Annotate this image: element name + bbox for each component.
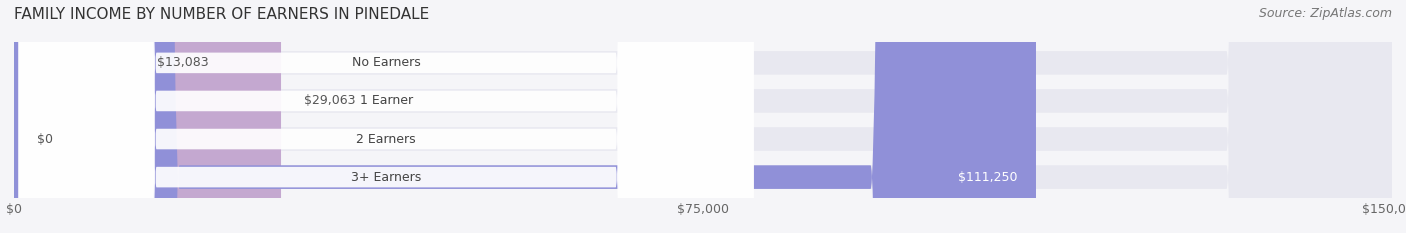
FancyBboxPatch shape — [14, 0, 1392, 233]
FancyBboxPatch shape — [14, 0, 281, 233]
Text: $111,250: $111,250 — [957, 171, 1018, 184]
FancyBboxPatch shape — [18, 0, 754, 233]
Text: 2 Earners: 2 Earners — [356, 133, 416, 146]
Text: FAMILY INCOME BY NUMBER OF EARNERS IN PINEDALE: FAMILY INCOME BY NUMBER OF EARNERS IN PI… — [14, 7, 429, 22]
Text: No Earners: No Earners — [352, 56, 420, 69]
FancyBboxPatch shape — [14, 0, 1036, 233]
Text: 1 Earner: 1 Earner — [360, 94, 412, 107]
FancyBboxPatch shape — [18, 0, 754, 233]
FancyBboxPatch shape — [18, 0, 754, 233]
Text: $0: $0 — [37, 133, 53, 146]
FancyBboxPatch shape — [0, 0, 87, 233]
FancyBboxPatch shape — [14, 0, 1392, 233]
FancyBboxPatch shape — [18, 0, 754, 233]
FancyBboxPatch shape — [14, 0, 1392, 233]
FancyBboxPatch shape — [14, 0, 1392, 233]
Text: $29,063: $29,063 — [304, 94, 356, 107]
FancyBboxPatch shape — [0, 0, 180, 233]
Text: 3+ Earners: 3+ Earners — [352, 171, 422, 184]
Text: Source: ZipAtlas.com: Source: ZipAtlas.com — [1258, 7, 1392, 20]
Text: $13,083: $13,083 — [157, 56, 209, 69]
